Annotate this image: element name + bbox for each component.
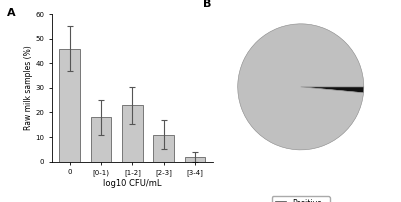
Bar [154, 135, 174, 162]
Bar [185, 157, 205, 162]
X-axis label: log10 CFU/mL: log10 CFU/mL [103, 179, 162, 188]
Bar [91, 117, 111, 162]
Legend: Positive, Negative: Positive, Negative [271, 196, 330, 202]
Text: B: B [203, 0, 211, 9]
Wedge shape [301, 87, 364, 93]
Wedge shape [238, 24, 364, 150]
Bar [59, 48, 80, 162]
Y-axis label: Raw milk samples (%): Raw milk samples (%) [24, 45, 33, 130]
Text: A: A [7, 8, 16, 18]
Bar [122, 105, 142, 162]
